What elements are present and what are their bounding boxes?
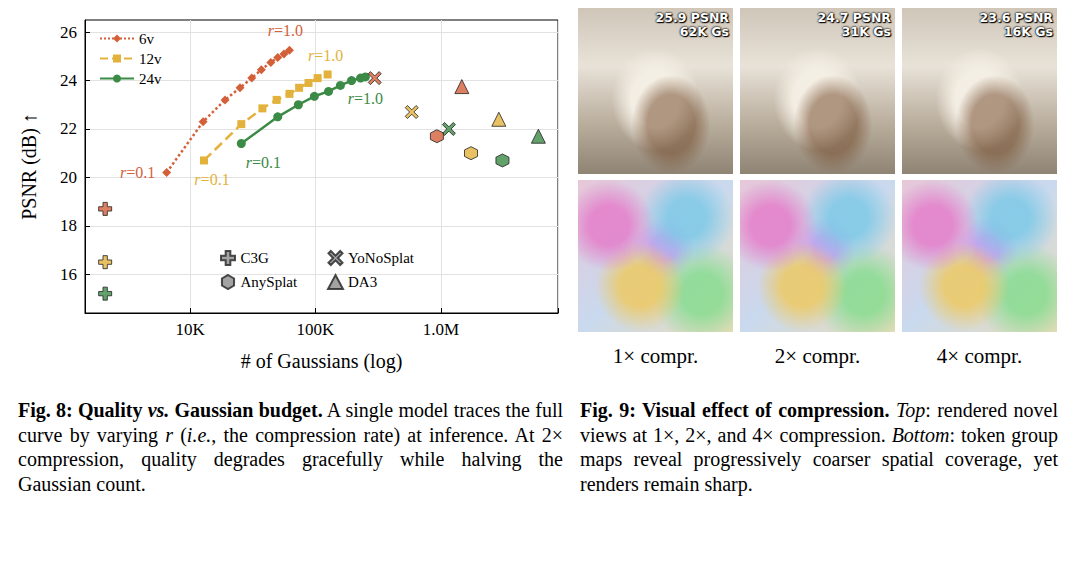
html-text:2× compr.: 2× compr.: [774, 344, 861, 368]
svg-text:AnySplat: AnySplat: [241, 274, 299, 290]
html-text:31K Gs: 31K Gs: [841, 24, 891, 39]
svg-text:=0.1: =0.1: [201, 171, 230, 188]
svg-text:26: 26: [60, 23, 77, 42]
svg-text:6v: 6v: [139, 31, 155, 47]
html-text:Fig. 8: Quality vs. Gaussian b: Fig. 8: Quality vs. Gaussian budget. A s…: [18, 399, 563, 495]
svg-text:r: r: [194, 170, 201, 188]
svg-text:r: r: [308, 47, 315, 64]
svg-text:=0.1: =0.1: [252, 154, 281, 171]
html-text:25.9 PSNR: 25.9 PSNR: [655, 10, 729, 25]
html-text:62K Gs: 62K Gs: [679, 24, 729, 39]
svg-text:YoNoSplat: YoNoSplat: [348, 250, 415, 266]
svg-text:=1.0: =1.0: [314, 47, 343, 64]
svg-text:# of Gaussians (log): # of Gaussians (log): [241, 350, 403, 373]
svg-text:r: r: [245, 154, 252, 172]
html-text:4× compr.: 4× compr.: [936, 344, 1023, 368]
html-text:1× compr.: 1× compr.: [612, 344, 699, 368]
html-text:Fig. 9: Visual effect of compr: Fig. 9: Visual effect of compression. To…: [580, 399, 1058, 495]
svg-text:16: 16: [60, 265, 77, 284]
svg-text:r: r: [347, 89, 354, 107]
svg-text:100K: 100K: [297, 320, 336, 339]
svg-text:24: 24: [60, 71, 78, 90]
html-text:16K Gs: 16K Gs: [1003, 24, 1053, 39]
svg-text:24v: 24v: [139, 71, 162, 87]
svg-text:=1.0: =1.0: [274, 22, 303, 39]
svg-text:=1.0: =1.0: [354, 90, 383, 107]
svg-text:20: 20: [60, 168, 77, 187]
svg-text:PSNR (dB) ↑: PSNR (dB) ↑: [18, 113, 41, 220]
svg-text:=0.1: =0.1: [126, 164, 155, 181]
svg-text:r: r: [120, 164, 127, 181]
svg-text:18: 18: [60, 216, 77, 235]
svg-text:10K: 10K: [175, 320, 205, 339]
svg-text:C3G: C3G: [241, 250, 270, 266]
svg-text:1.0M: 1.0M: [423, 320, 459, 339]
html-text:24.7 PSNR: 24.7 PSNR: [817, 10, 891, 25]
svg-text:12v: 12v: [139, 51, 162, 67]
svg-text:22: 22: [60, 119, 77, 138]
html-text:23.6 PSNR: 23.6 PSNR: [979, 10, 1053, 25]
svg-text:r: r: [267, 22, 275, 40]
svg-text:DA3: DA3: [348, 274, 377, 290]
